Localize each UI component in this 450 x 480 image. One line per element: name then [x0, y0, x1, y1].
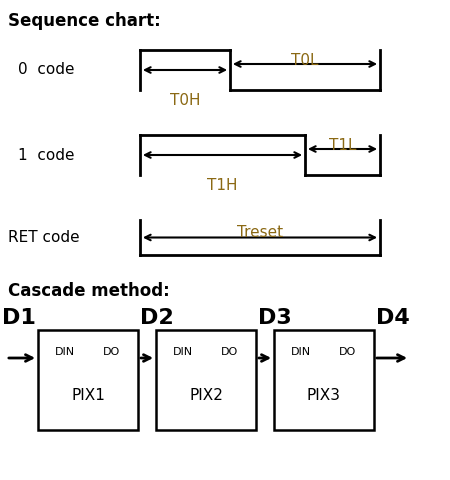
Text: DIN: DIN — [173, 347, 193, 357]
Text: RET code: RET code — [8, 230, 80, 245]
Bar — [38, 330, 138, 430]
Text: DO: DO — [220, 347, 238, 357]
Bar — [156, 330, 256, 430]
Text: D1: D1 — [2, 308, 36, 328]
Text: PIX1: PIX1 — [71, 387, 105, 403]
Text: D4: D4 — [376, 308, 410, 328]
Text: DO: DO — [103, 347, 120, 357]
Bar — [274, 330, 374, 430]
Text: T0L: T0L — [291, 53, 319, 68]
Text: 1  code: 1 code — [18, 147, 75, 163]
Text: D3: D3 — [258, 308, 292, 328]
Text: Cascade method:: Cascade method: — [8, 282, 170, 300]
Text: T0H: T0H — [170, 93, 200, 108]
Text: D2: D2 — [140, 308, 174, 328]
Text: Treset: Treset — [237, 225, 283, 240]
Text: Sequence chart:: Sequence chart: — [8, 12, 161, 30]
Text: 0  code: 0 code — [18, 62, 75, 77]
Text: DIN: DIN — [291, 347, 311, 357]
Text: DO: DO — [338, 347, 356, 357]
Text: PIX2: PIX2 — [189, 387, 223, 403]
Text: DIN: DIN — [55, 347, 75, 357]
Text: PIX3: PIX3 — [307, 387, 341, 403]
Text: T1H: T1H — [207, 178, 238, 193]
Text: T1L: T1L — [329, 138, 356, 153]
